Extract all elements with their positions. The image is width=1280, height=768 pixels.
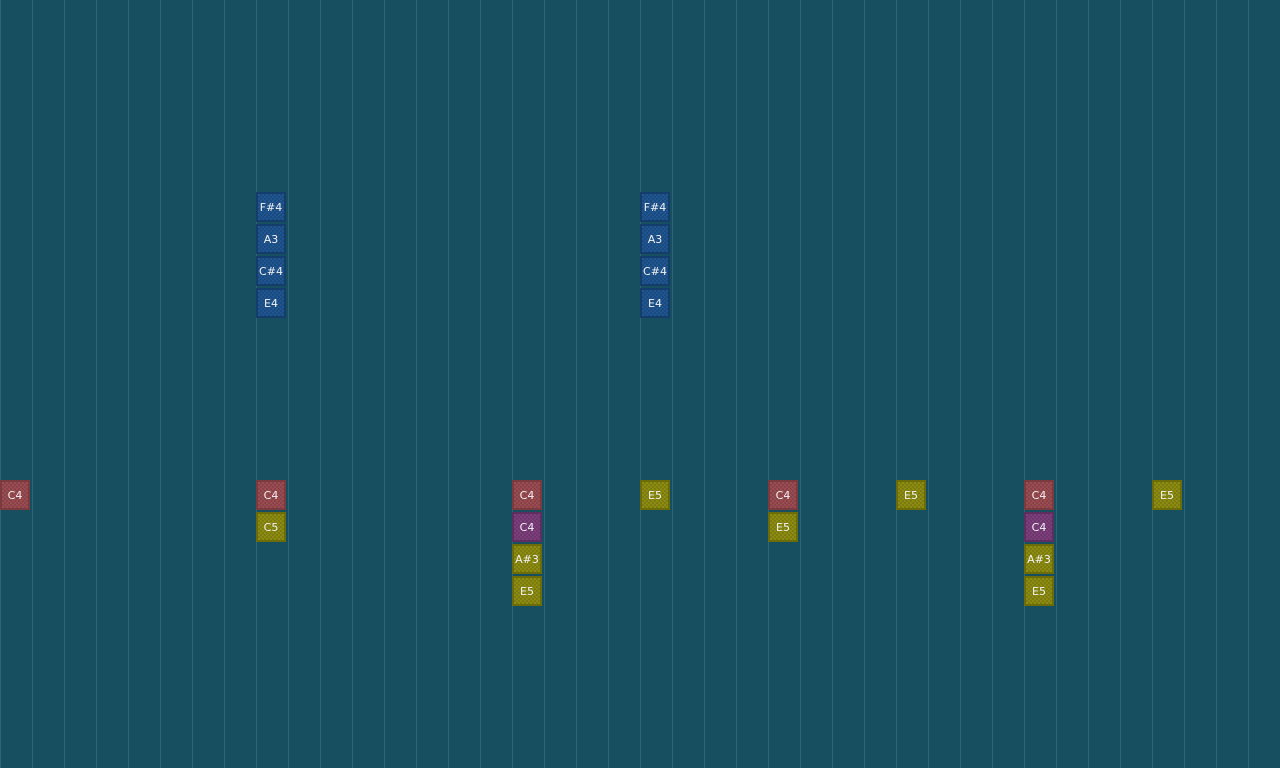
note-block[interactable]: E5	[896, 480, 926, 510]
note-block[interactable]: E4	[256, 288, 286, 318]
note-block[interactable]: A#3	[512, 544, 542, 574]
note-block[interactable]: A#3	[1024, 544, 1054, 574]
note-block[interactable]: C#4	[640, 256, 670, 286]
note-block[interactable]: A3	[640, 224, 670, 254]
note-block[interactable]: C4	[256, 480, 286, 510]
note-block[interactable]: C4	[512, 512, 542, 542]
note-block[interactable]: A3	[256, 224, 286, 254]
note-block[interactable]: E5	[1152, 480, 1182, 510]
note-block[interactable]: E5	[1024, 576, 1054, 606]
note-block[interactable]: C#4	[256, 256, 286, 286]
note-block[interactable]: C5	[256, 512, 286, 542]
note-block[interactable]: E5	[768, 512, 798, 542]
note-block[interactable]: C4	[512, 480, 542, 510]
note-block[interactable]: F#4	[640, 192, 670, 222]
note-block[interactable]: C4	[768, 480, 798, 510]
note-block[interactable]: C4	[1024, 512, 1054, 542]
note-block[interactable]: C4	[0, 480, 30, 510]
note-block[interactable]: E5	[512, 576, 542, 606]
note-block[interactable]: E4	[640, 288, 670, 318]
note-block[interactable]: E5	[640, 480, 670, 510]
note-block[interactable]: F#4	[256, 192, 286, 222]
note-block[interactable]: C4	[1024, 480, 1054, 510]
